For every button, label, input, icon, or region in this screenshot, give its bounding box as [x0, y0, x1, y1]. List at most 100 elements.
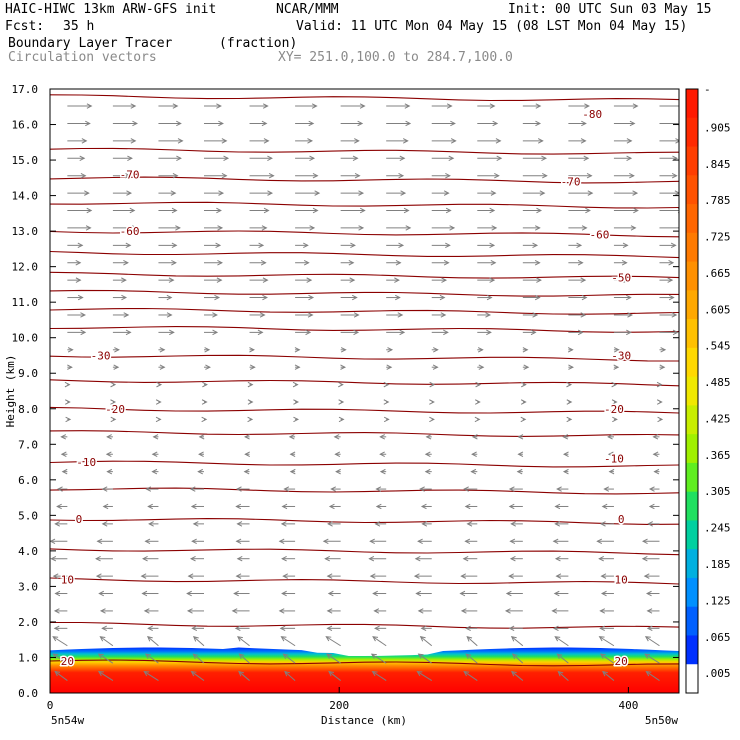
- forecast-label: Fcst:: [5, 19, 45, 34]
- vector-arrow-head: [259, 312, 266, 318]
- temperature-contour-line: [50, 379, 679, 387]
- plot-frame: [49, 88, 680, 694]
- contour-label: -70: [120, 168, 140, 181]
- vector-arrow-head: [267, 190, 274, 196]
- temperature-contour-line: [50, 307, 679, 315]
- vector-arrow-head: [660, 347, 667, 353]
- vector-arrow-head: [279, 625, 286, 632]
- vector-arrow-head: [534, 225, 541, 231]
- vector-arrow-head: [587, 190, 594, 196]
- vector-arrow-head: [566, 399, 573, 405]
- vector-arrow: [147, 636, 159, 647]
- vector-arrow-head: [303, 242, 309, 249]
- colorbar-swatch: [686, 549, 698, 579]
- contour-label: -10: [76, 456, 96, 469]
- vector-arrow-head: [80, 329, 87, 336]
- vector-arrow-head: [152, 434, 159, 440]
- vector-arrow-head: [607, 451, 614, 457]
- vector-arrow-head: [216, 277, 223, 283]
- vector-arrow-head: [130, 103, 137, 109]
- vector-arrow-head: [562, 468, 569, 475]
- vector-arrow-head: [459, 590, 466, 597]
- y-tick-label: 13.0: [12, 225, 39, 238]
- vector-arrow-head: [123, 260, 129, 266]
- vector-arrow-head: [460, 608, 467, 614]
- vector-arrow-head: [159, 347, 166, 353]
- temperature-contours: [50, 94, 679, 667]
- vector-arrow-head: [562, 451, 569, 457]
- vector-arrow-head: [508, 573, 514, 579]
- vector-arrow-head: [86, 207, 93, 214]
- vector-arrow-head: [127, 155, 133, 161]
- vector-arrow-head: [151, 451, 158, 457]
- vector-arrow-head: [470, 468, 477, 475]
- vector-arrow-head: [644, 653, 651, 659]
- vector-arrow-head: [671, 312, 678, 318]
- vector-arrow-head: [351, 294, 358, 301]
- vector-arrow-head: [262, 277, 269, 283]
- vector-arrow-head: [353, 312, 360, 318]
- vector-arrow-head: [67, 347, 74, 353]
- vector-arrow-head: [97, 670, 104, 677]
- vector-arrow-head: [643, 573, 650, 579]
- vector-arrow-head: [132, 225, 138, 231]
- vector-arrow-head: [247, 399, 254, 405]
- contour-label: -20: [604, 403, 624, 416]
- vector-arrow-head: [293, 416, 300, 423]
- vector-arrow-head: [490, 260, 497, 266]
- vector-arrow: [372, 671, 387, 681]
- vector-arrow-head: [523, 364, 530, 370]
- vector-arrow-head: [568, 364, 574, 370]
- vector-arrow-head: [399, 329, 406, 336]
- cross-section-range: XY= 251.0,100.0 to 284.7,100.0: [278, 50, 513, 65]
- vector-arrow-head: [446, 103, 453, 109]
- vector-arrow-head: [340, 364, 347, 370]
- colorbar-label: .005: [704, 667, 731, 680]
- vector-arrow-head: [236, 555, 243, 562]
- vector-arrow-head: [421, 521, 428, 527]
- vector-arrow-head: [235, 573, 242, 579]
- vector-arrow-head: [212, 329, 219, 336]
- vector-arrow-head: [176, 120, 182, 127]
- vector-arrow-head: [490, 190, 497, 196]
- vector-arrow-head: [557, 670, 564, 677]
- temperature-contour-line: [50, 326, 679, 333]
- vector-arrow-head: [599, 608, 606, 614]
- vector-arrow-head: [460, 573, 467, 579]
- vector-arrow-head: [114, 347, 120, 353]
- vector-arrow-head: [67, 364, 73, 370]
- vector-arrow-head: [223, 155, 230, 161]
- vector-arrow-head: [580, 312, 587, 318]
- vector-arrow-head: [613, 347, 620, 353]
- vector-arrow-head: [644, 636, 651, 642]
- vector-arrow-head: [293, 399, 300, 405]
- vector-arrow-head: [554, 503, 561, 510]
- y-axis-label: Height (km): [4, 355, 17, 428]
- vector-arrow-head: [249, 364, 256, 370]
- vector-arrow-head: [221, 172, 228, 179]
- vector-arrow-head: [416, 670, 423, 677]
- vector-arrow: [599, 636, 615, 647]
- colorbar-swatch: [686, 290, 698, 320]
- vector-arrow-head: [419, 636, 426, 642]
- vector-arrow: [646, 671, 660, 681]
- vector-arrow-head: [189, 486, 196, 492]
- contour-label: -10: [604, 453, 624, 466]
- vector-arrow: [191, 671, 205, 681]
- contour-label: 10: [615, 573, 628, 586]
- vector-arrow-head: [471, 434, 478, 440]
- vector-arrow-head: [489, 242, 496, 249]
- tracer-field: [50, 647, 679, 693]
- vector-arrow-head: [520, 416, 527, 423]
- x-right-endpoint: 5n50w: [645, 714, 678, 727]
- vector-arrow: [372, 636, 387, 647]
- vector-arrow-head: [551, 608, 558, 614]
- vector-arrow: [463, 671, 478, 681]
- y-tick-label: 12.0: [12, 261, 39, 274]
- vector-arrow-head: [354, 172, 361, 179]
- y-tick-label: 5.0: [18, 509, 38, 522]
- vector-arrow-head: [166, 312, 173, 318]
- x-tick-label: 200: [329, 699, 349, 712]
- vector-arrow-head: [204, 347, 211, 353]
- vector-arrow-head: [289, 451, 296, 457]
